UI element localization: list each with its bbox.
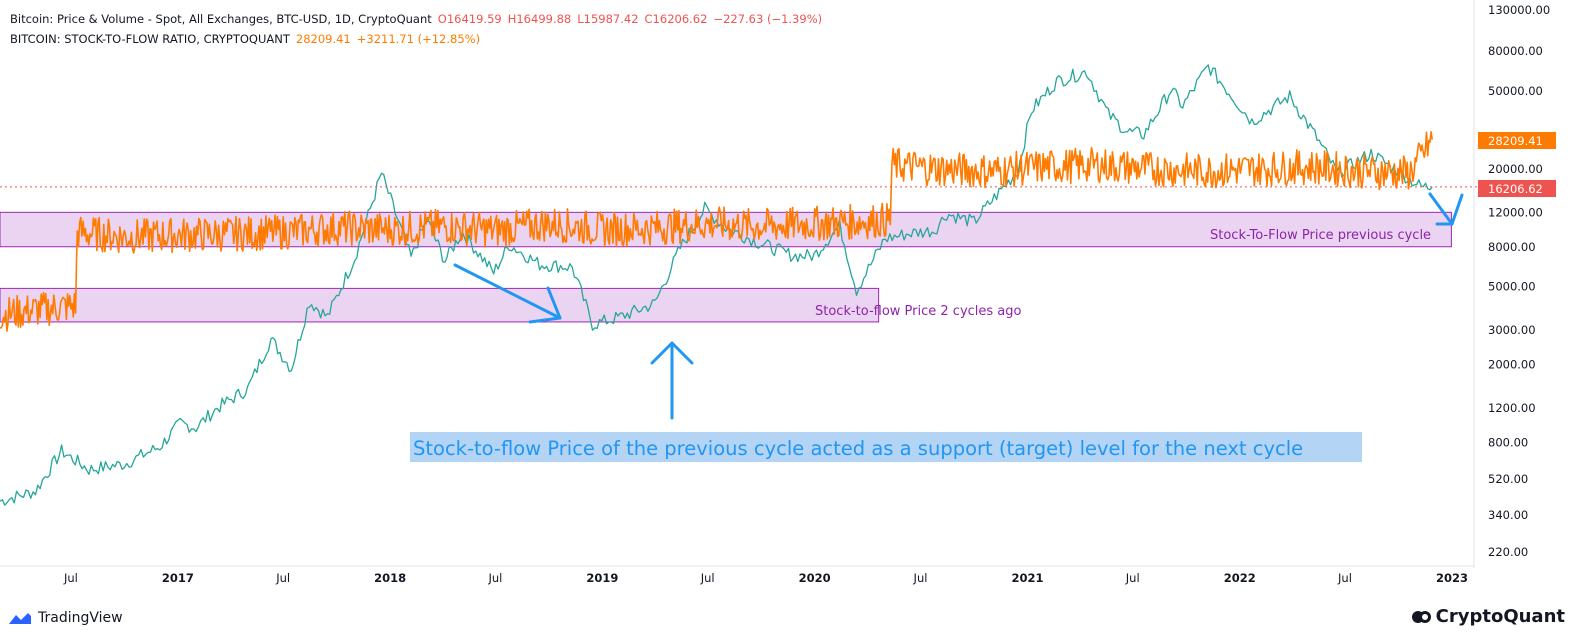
- s2f-price-tag-bg: [1478, 132, 1556, 149]
- x-tick-label: 2022: [1224, 571, 1256, 585]
- x-tick-label: Jul: [63, 571, 78, 585]
- tradingview-logo[interactable]: TradingView: [8, 610, 123, 626]
- main-note-highlight: [410, 432, 1362, 462]
- y-tick-label: 1200.00: [1488, 401, 1536, 415]
- x-tick-label: 2023: [1436, 571, 1468, 585]
- band-label-previous-cycle: Stock-To-Flow Price previous cycle: [1210, 228, 1431, 243]
- legend-change: −227.63 (−1.39%): [713, 12, 823, 26]
- annotation-arrows: [453, 192, 1464, 420]
- legend-price[interactable]: Bitcoin: Price & Volume - Spot, All Exch…: [10, 12, 828, 26]
- y-tick-label: 3000.00: [1488, 323, 1536, 337]
- main-note: Stock-to-flow Price of the previous cycl…: [413, 437, 1303, 460]
- x-tick-label: 2018: [374, 571, 406, 585]
- down-arrow-1: [453, 263, 562, 320]
- legend-close: C16206.62: [644, 12, 708, 26]
- down-arrow-2: [1428, 192, 1454, 226]
- cryptoquant-icon: [1411, 610, 1431, 623]
- series-line-1[interactable]: [0, 64, 1433, 506]
- legend-s2f[interactable]: BITCOIN: STOCK-TO-FLOW RATIO, CRYPTOQUAN…: [10, 32, 486, 46]
- x-tick-label: 2021: [1011, 571, 1043, 585]
- y-tick-label: 800.00: [1488, 435, 1528, 449]
- x-tick-label: Jul: [700, 571, 715, 585]
- x-tick-label: Jul: [487, 571, 502, 585]
- annotation-labels: Stock-To-Flow Price previous cycle Stock…: [410, 228, 1431, 462]
- legend-price-title: Bitcoin: Price & Volume - Spot, All Exch…: [10, 12, 432, 26]
- band-label-two-cycles-ago: Stock-to-flow Price 2 cycles ago: [815, 304, 1022, 319]
- cryptoquant-label: CryptoQuant: [1435, 606, 1565, 627]
- tradingview-icon: [9, 613, 31, 624]
- legend-s2f-value: 28209.41: [295, 32, 351, 46]
- series-layer: [0, 64, 1433, 506]
- x-tick-label: Jul: [275, 571, 290, 585]
- up-arrow-head: [650, 341, 694, 365]
- x-tick-label: 2019: [586, 571, 618, 585]
- y-tick-label: 2000.00: [1488, 357, 1536, 371]
- series-line-2[interactable]: [0, 131, 1433, 332]
- x-axis[interactable]: Jul 2017 Jul 2018 Jul 2019 Jul 2020 Jul 2021 Jul 20…: [0, 565, 1474, 585]
- price-tags: 28209.41 16206.62: [1478, 132, 1556, 197]
- y-tick-label: 20000.00: [1488, 162, 1543, 176]
- y-tick-label: 130000.00: [1488, 3, 1550, 17]
- down-arrow-1-head: [528, 286, 562, 324]
- legend-s2f-change: +3211.71 (+12.85%): [356, 32, 481, 46]
- x-tick-label: 2020: [799, 571, 831, 585]
- down-arrow-2-head: [1435, 193, 1464, 226]
- y-tick-label: 80000.00: [1488, 44, 1543, 58]
- y-axis[interactable]: 130000.00 80000.00 50000.00 20000.00 12000.0…: [1473, 0, 1550, 568]
- current-price-tag: 16206.62: [1488, 182, 1543, 196]
- legend-high: H16499.88: [507, 12, 572, 26]
- y-tick-label: 340.00: [1488, 508, 1528, 522]
- legend-open: O16419.59: [437, 12, 502, 26]
- x-tick-label: 2017: [162, 571, 194, 585]
- s2f-price-tag: 28209.41: [1488, 134, 1543, 148]
- legend-low: L15987.42: [577, 12, 639, 26]
- y-tick-label: 8000.00: [1488, 240, 1536, 254]
- y-tick-label: 520.00: [1488, 472, 1528, 486]
- y-tick-label: 220.00: [1488, 545, 1528, 559]
- x-tick-label: Jul: [913, 571, 928, 585]
- y-tick-label: 5000.00: [1488, 280, 1536, 294]
- x-tick-label: Jul: [1337, 571, 1352, 585]
- y-tick-label: 12000.00: [1488, 205, 1543, 219]
- legend-s2f-title: BITCOIN: STOCK-TO-FLOW RATIO, CRYPTOQUAN…: [10, 32, 290, 46]
- cryptoquant-logo[interactable]: CryptoQuant: [1411, 606, 1565, 627]
- current-price-tag-bg: [1478, 180, 1556, 197]
- tradingview-label: TradingView: [38, 610, 123, 626]
- y-tick-label: 50000.00: [1488, 84, 1543, 98]
- x-tick-label: Jul: [1125, 571, 1140, 585]
- support-band-2[interactable]: [0, 287, 880, 323]
